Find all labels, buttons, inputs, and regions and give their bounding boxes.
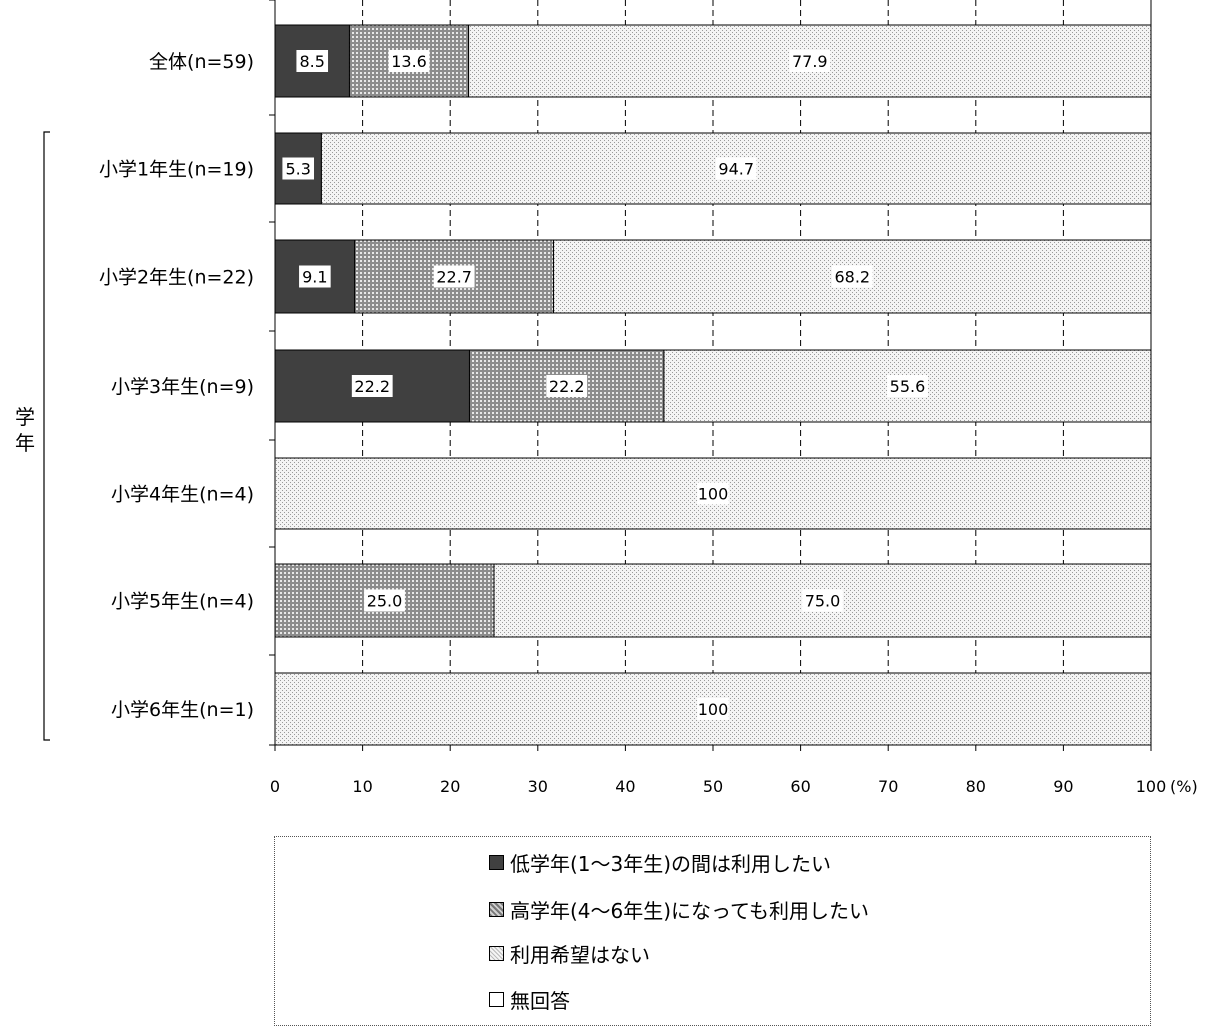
value-label-bg	[697, 698, 729, 720]
legend-swatch	[489, 854, 504, 870]
value-label-bg	[296, 50, 329, 72]
value-label: 22.7	[436, 268, 472, 287]
value-label-bg	[351, 375, 393, 397]
x-unit-label: (%)	[1170, 777, 1198, 796]
legend-swatch	[489, 901, 504, 917]
value-label-bg	[364, 589, 405, 612]
legend-item: 利用希望はない	[489, 940, 650, 967]
stacked-bar-chart: 8.5 13.6 77.9 5.3 94.7 9.1 22.7 68.2 22.2 22.2 55.…	[43, 0, 1198, 796]
value-label: 13.6	[391, 52, 427, 71]
x-tick-label: 50	[703, 777, 723, 796]
x-tick-label: 90	[1053, 777, 1073, 796]
x-tick-label: 20	[440, 777, 460, 796]
category-label: 小学4年生(n=4)	[111, 484, 254, 506]
value-label-bg	[546, 375, 588, 397]
category-label: 小学2年生(n=22)	[99, 267, 254, 289]
category-label: 小学3年生(n=9)	[111, 376, 254, 398]
category-label: 小学6年生(n=1)	[111, 699, 254, 721]
x-tick-label: 70	[878, 777, 898, 796]
value-label: 77.9	[792, 52, 828, 71]
value-label-bg	[697, 482, 729, 505]
value-label: 55.6	[890, 377, 926, 396]
bars	[274, 24, 1152, 746]
x-tick-label: 100	[1136, 777, 1167, 796]
value-label: 100	[698, 485, 729, 504]
group-bracket	[43, 131, 50, 741]
value-label: 100	[698, 700, 729, 719]
x-tick-label: 80	[966, 777, 986, 796]
value-label-bg	[433, 265, 475, 288]
value-label: 9.1	[302, 268, 327, 287]
legend-label: 低学年(1～3年生)の間は利用したい	[510, 851, 832, 876]
legend-swatch	[489, 991, 504, 1007]
value-label: 25.0	[367, 592, 403, 611]
value-label-bg	[715, 157, 757, 180]
category-label: 小学1年生(n=19)	[99, 159, 254, 181]
value-label: 22.2	[549, 377, 585, 396]
group-label-gakunen: 学年	[15, 405, 35, 455]
value-label-bg	[831, 265, 873, 288]
value-label-bg	[887, 375, 928, 397]
category-label: 全体(n=59)	[149, 51, 254, 73]
value-label: 75.0	[805, 592, 841, 611]
category-label: 小学5年生(n=4)	[111, 591, 254, 613]
legend-label: 無回答	[510, 988, 570, 1013]
legend: 低学年(1～3年生)の間は利用したい高学年(4～6年生)になっても利用したい 利用…	[274, 836, 1151, 1026]
legend-item: 低学年(1～3年生)の間は利用したい	[489, 849, 832, 876]
value-label: 5.3	[285, 160, 310, 179]
axes: 全体(n=59) 小学1年生(n=19) 小学2年生(n=22) 小学3年生(n=9)…	[43, 0, 1198, 796]
value-label: 68.2	[834, 268, 870, 287]
legend-item: 高学年(4～6年生)になっても利用したい	[489, 896, 870, 923]
legend-swatch	[489, 945, 504, 961]
value-label: 8.5	[300, 52, 325, 71]
value-label-bg	[789, 50, 831, 72]
legend-label: 高学年(4～6年生)になっても利用したい	[510, 898, 870, 923]
value-label-bg	[299, 265, 331, 288]
value-labels: 8.5 13.6 77.9 5.3 94.7 9.1 22.7 68.2 22.2 22.2 55.…	[282, 50, 928, 720]
x-tick-label: 60	[790, 777, 810, 796]
x-tick-label: 30	[528, 777, 548, 796]
x-tick-label: 10	[352, 777, 372, 796]
x-tick-label: 40	[615, 777, 635, 796]
value-label-bg	[388, 50, 430, 72]
x-tick-label: 0	[270, 777, 280, 796]
value-label-bg	[282, 157, 315, 180]
legend-item: 無回答	[489, 986, 570, 1013]
value-label: 94.7	[718, 160, 754, 179]
value-label-bg	[802, 589, 843, 612]
legend-label: 利用希望はない	[510, 942, 650, 967]
value-label: 22.2	[354, 377, 390, 396]
